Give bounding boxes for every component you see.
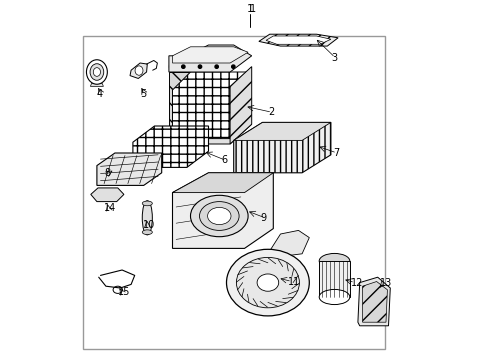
Text: 8: 8 [104,168,111,178]
Polygon shape [233,122,330,140]
Polygon shape [258,34,337,46]
Text: 12: 12 [350,278,362,288]
Ellipse shape [142,201,152,235]
Bar [82,36,384,349]
Polygon shape [357,277,389,326]
Ellipse shape [199,202,239,230]
Ellipse shape [257,274,278,291]
Ellipse shape [236,257,299,308]
Polygon shape [265,36,330,44]
Polygon shape [168,124,251,144]
Ellipse shape [135,66,142,75]
Ellipse shape [90,64,103,80]
Polygon shape [130,63,147,78]
Text: 4: 4 [97,89,103,99]
Ellipse shape [190,195,247,237]
Polygon shape [230,67,251,144]
Polygon shape [319,261,349,297]
Text: 5: 5 [140,89,146,99]
Polygon shape [168,72,190,144]
Text: 1: 1 [246,4,253,14]
Ellipse shape [93,68,101,76]
Polygon shape [172,47,247,63]
Polygon shape [97,153,162,185]
Ellipse shape [142,201,152,206]
Polygon shape [90,84,103,86]
Text: 3: 3 [330,53,336,63]
Polygon shape [172,173,273,193]
Polygon shape [172,173,273,248]
Text: 15: 15 [118,287,130,297]
Polygon shape [362,282,386,322]
Ellipse shape [319,253,349,269]
Ellipse shape [86,60,107,84]
Polygon shape [91,188,123,202]
Text: 6: 6 [221,155,227,165]
Ellipse shape [207,207,230,225]
Polygon shape [168,45,251,72]
Text: 14: 14 [104,203,116,213]
Text: 13: 13 [379,278,391,288]
Polygon shape [233,122,330,173]
Text: 9: 9 [260,213,266,223]
Text: 11: 11 [287,276,299,287]
Ellipse shape [142,230,152,235]
Polygon shape [172,72,247,139]
Text: 1: 1 [249,4,256,14]
Ellipse shape [226,249,309,316]
Text: 7: 7 [332,148,338,158]
Polygon shape [133,126,208,167]
Text: 2: 2 [267,107,274,117]
Text: 10: 10 [142,220,155,230]
Ellipse shape [319,289,349,305]
Polygon shape [267,230,309,256]
